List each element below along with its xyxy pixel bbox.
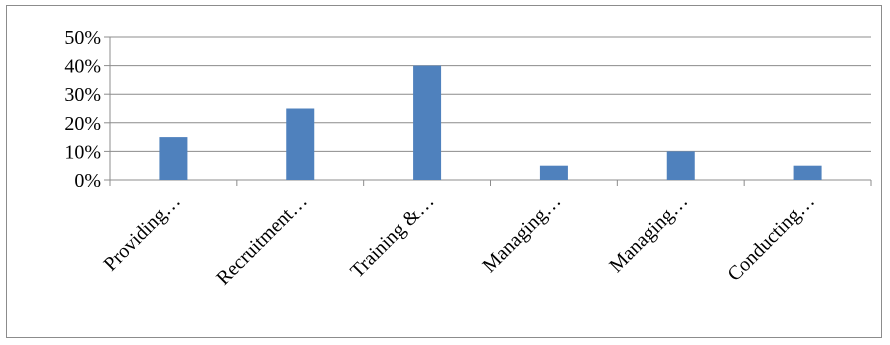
x-axis-category-labels: Providing… Recruitment… Training &… Managin… <box>99 190 819 290</box>
y-tick-label: 20% <box>64 113 101 135</box>
y-tick-label: 40% <box>64 56 101 78</box>
bar <box>159 137 188 180</box>
category-label: Managing… <box>605 190 692 277</box>
category-label: Providing… <box>99 190 184 275</box>
category-label: Training &… <box>346 190 438 282</box>
category-label: Conducting… <box>723 190 819 286</box>
bar <box>286 108 315 180</box>
y-axis-tick-labels: 0% 10% 20% 30% 40% 50% <box>64 27 101 192</box>
bars <box>159 65 822 180</box>
category-label: Managing… <box>478 190 565 277</box>
category-label: Recruitment… <box>212 190 312 290</box>
axes <box>104 36 872 186</box>
gridlines <box>110 36 871 152</box>
y-tick-label: 0% <box>74 170 101 192</box>
bar <box>413 65 442 180</box>
y-tick-label: 50% <box>64 27 101 49</box>
chart-frame <box>6 5 882 338</box>
bar <box>793 165 822 180</box>
y-tick-label: 30% <box>64 84 101 106</box>
y-tick-label: 10% <box>64 141 101 163</box>
bar <box>666 151 695 180</box>
bar <box>539 165 568 180</box>
